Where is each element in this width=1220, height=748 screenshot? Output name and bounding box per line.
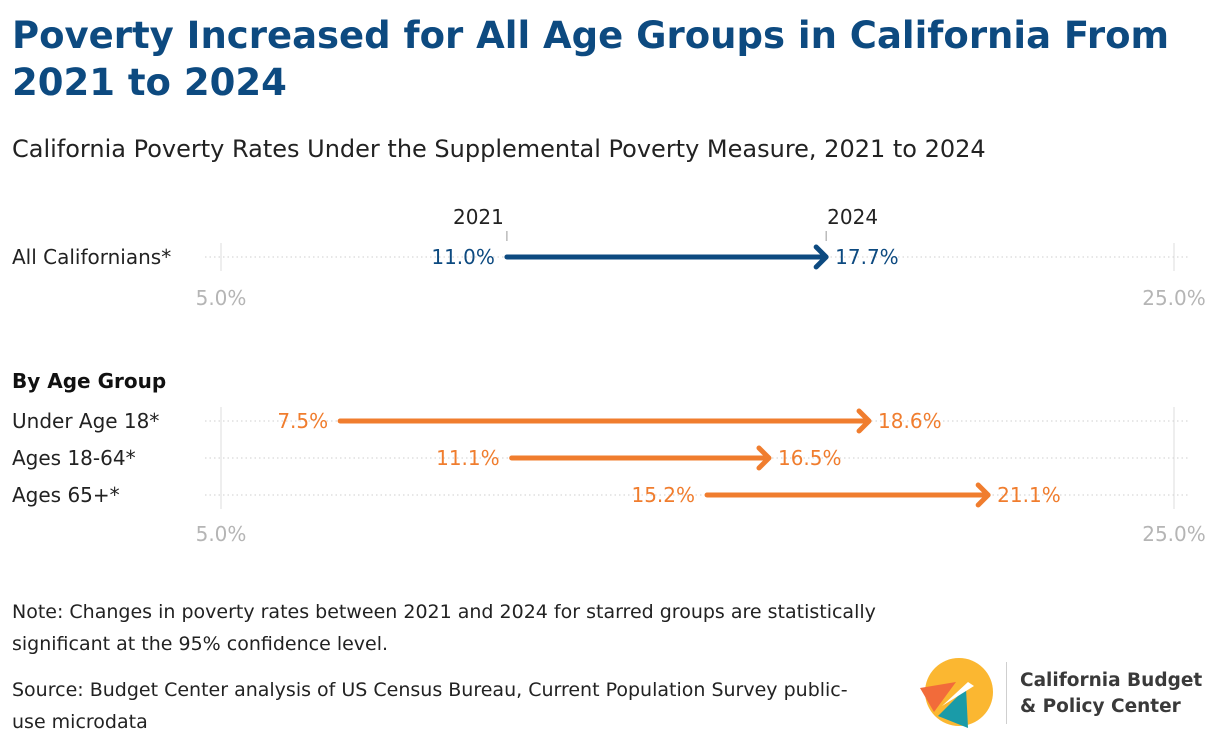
logo-arrow-line-icon: [942, 682, 974, 706]
chart-source: Source: Budget Center analysis of US Cen…: [12, 679, 848, 733]
row-label: Ages 18-64*: [12, 446, 136, 470]
axis-max-label: 25.0%: [1142, 286, 1206, 310]
row-label: All Californians*: [12, 245, 171, 269]
chart-title: Poverty Increased for All Age Groups in …: [12, 14, 1170, 104]
end-value-label: 17.7%: [835, 245, 899, 269]
change-arrow-head: [813, 244, 829, 270]
logo-arrow-left-icon: [920, 682, 956, 712]
header-2021: 2021: [453, 205, 504, 229]
chart-note: Note: Changes in poverty rates between 2…: [12, 601, 876, 655]
chart-subtitle: California Poverty Rates Under the Suppl…: [12, 135, 986, 163]
row-label: Under Age 18*: [12, 409, 159, 433]
start-value-label: 11.1%: [436, 446, 500, 470]
end-value-label: 18.6%: [878, 409, 942, 433]
axis-min-label: 5.0%: [196, 286, 247, 310]
row-label: Ages 65+*: [12, 483, 120, 507]
end-value-label: 16.5%: [778, 446, 842, 470]
change-arrow-head: [975, 482, 991, 508]
organization-logo: California Budget & Policy Center: [918, 654, 1218, 734]
logo-text: California Budget & Policy Center: [1020, 668, 1202, 720]
axis-max-label: 25.0%: [1142, 522, 1206, 546]
start-value-label: 15.2%: [631, 483, 695, 507]
logo-divider: [1006, 662, 1007, 724]
change-arrow-head: [756, 445, 772, 471]
change-arrow-head: [856, 408, 872, 434]
header-2024: 2024: [827, 205, 878, 229]
logo-arrow-right-icon: [938, 688, 968, 728]
logo-line-1: California Budget: [1020, 670, 1203, 691]
start-value-label: 11.0%: [431, 245, 495, 269]
logo-mark-icon: [920, 658, 993, 728]
start-value-label: 7.5%: [277, 409, 328, 433]
axis-min-label: 5.0%: [196, 522, 247, 546]
end-value-label: 21.1%: [997, 483, 1061, 507]
panel-heading: By Age Group: [12, 369, 166, 393]
logo-line-2: & Policy Center: [1020, 696, 1181, 717]
